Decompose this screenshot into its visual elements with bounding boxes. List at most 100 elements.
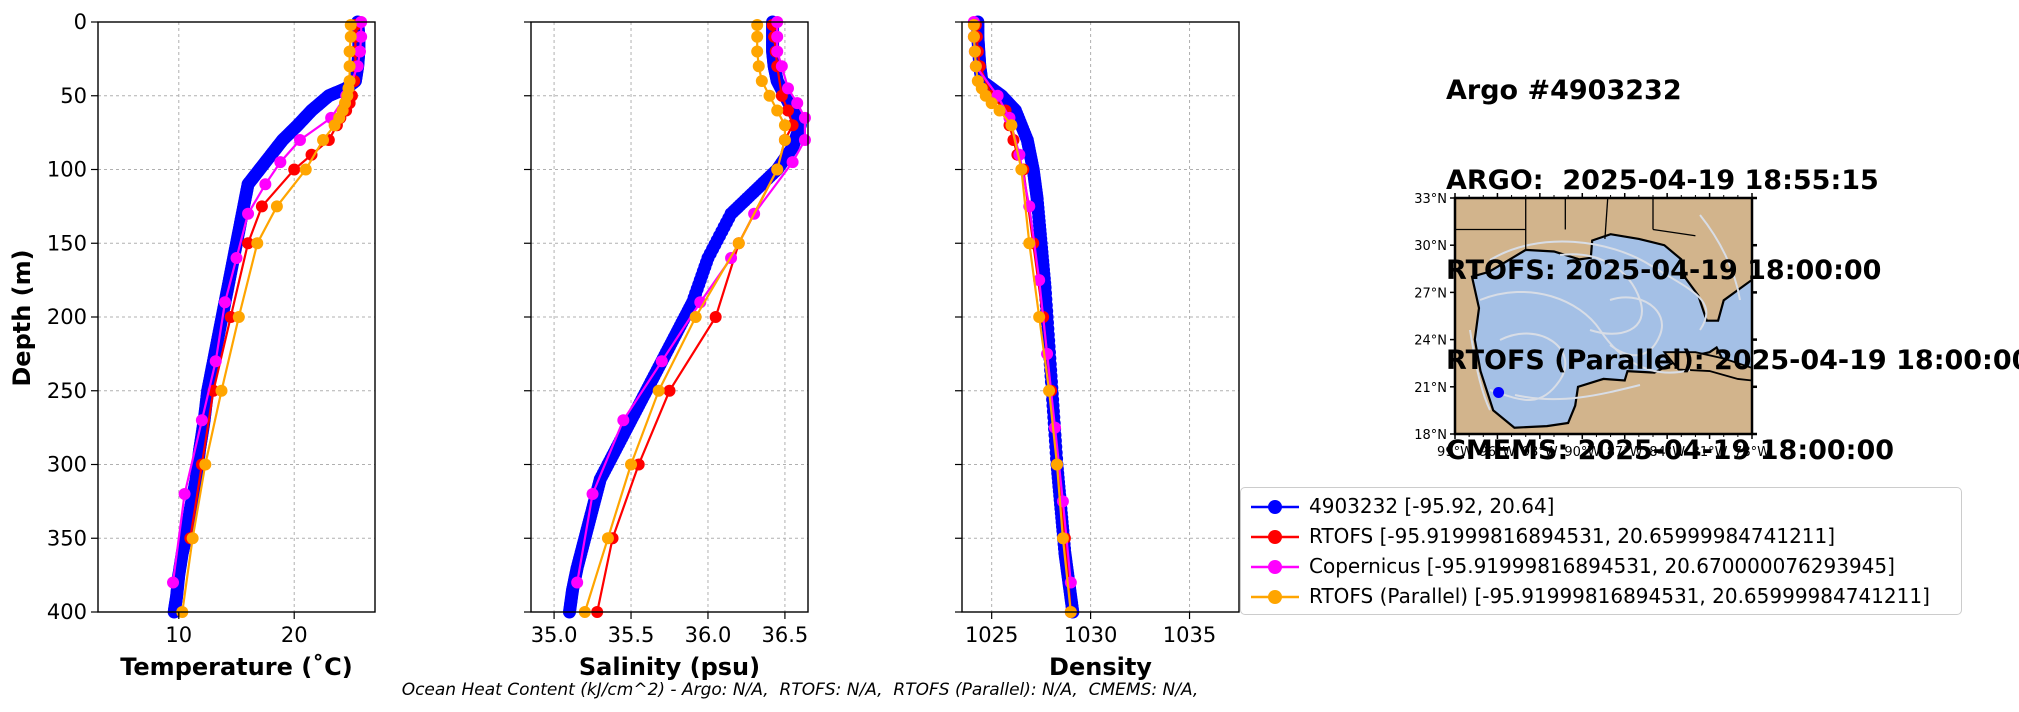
- data-point: [571, 576, 584, 589]
- data-point: [1048, 421, 1061, 434]
- data-point: [242, 237, 255, 250]
- data-point: [178, 488, 191, 500]
- series-temperature-rtofs: [176, 18, 357, 618]
- lat-tick-label: 27°N: [1414, 286, 1447, 301]
- data-point: [299, 163, 312, 176]
- data-point: [601, 532, 614, 545]
- data-point: [778, 119, 791, 132]
- lat-tick-label: 30°N: [1414, 239, 1447, 254]
- x-tick-label: 1025: [965, 623, 1018, 647]
- data-point: [751, 45, 764, 58]
- series-line: [583, 24, 786, 613]
- data-point: [968, 45, 981, 58]
- data-point: [771, 30, 784, 43]
- legend-swatch-rtofs-parallel: [1251, 590, 1299, 604]
- salinity-axis-label: Salinity (psu): [579, 653, 760, 681]
- data-point: [274, 156, 287, 169]
- x-tick-label: 10: [165, 623, 192, 647]
- data-point: [771, 45, 784, 58]
- current-streamline: [1699, 214, 1741, 301]
- series-density-rtofs: [967, 18, 1077, 618]
- state-border: [1652, 228, 1696, 237]
- title-line-rtofs-time: RTOFS: 2025-04-19 18:00:00: [1446, 255, 1882, 286]
- data-point: [353, 45, 366, 58]
- y-tick-label: 200: [47, 305, 87, 329]
- data-point: [186, 532, 199, 545]
- data-point: [195, 414, 208, 427]
- map-area: [1455, 198, 1752, 434]
- x-tick-label: 1035: [1163, 623, 1216, 647]
- y-tick-label: 350: [47, 526, 87, 550]
- data-point: [985, 97, 998, 110]
- data-point: [751, 18, 764, 31]
- data-point: [230, 252, 243, 264]
- data-point: [1043, 384, 1056, 397]
- legend-swatch-rtofs: [1251, 530, 1299, 544]
- data-point: [1056, 532, 1069, 545]
- data-point: [755, 75, 768, 87]
- lat-tick-label: 33°N: [1414, 192, 1447, 207]
- lat-tick-label: 18°N: [1414, 428, 1447, 443]
- data-point: [689, 311, 702, 323]
- data-point: [1033, 274, 1046, 287]
- legend-entry-copernicus: Copernicus [-95.91999816894531, 20.67000…: [1241, 552, 1961, 582]
- y-tick-label: 50: [60, 84, 87, 108]
- data-point: [288, 163, 301, 176]
- data-point: [732, 237, 745, 250]
- y-tick-label: 250: [47, 379, 87, 403]
- lon-tick-label: 99°W: [1437, 445, 1473, 460]
- y-tick-label: 100: [47, 158, 87, 182]
- x-tick-label: 36.5: [762, 623, 809, 647]
- legend-entry-rtofs: RTOFS [-95.91999816894531, 20.6599998474…: [1241, 522, 1961, 552]
- data-point: [232, 311, 245, 323]
- data-point: [344, 18, 357, 31]
- legend-label-rtofs-parallel: RTOFS (Parallel) [-95.91999816894531, 20…: [1309, 584, 1930, 608]
- data-point: [771, 104, 784, 117]
- float-location-marker: [1493, 386, 1505, 398]
- data-point: [215, 384, 228, 397]
- data-point: [655, 355, 668, 368]
- data-point: [969, 60, 982, 73]
- x-tick-label: 35.5: [608, 623, 655, 647]
- lat-tick-label: 24°N: [1414, 334, 1447, 349]
- legend: 4903232 [-95.92, 20.64] RTOFS [-95.91999…: [1240, 487, 1962, 615]
- data-point: [786, 156, 799, 169]
- density-panel: 1025 1030 1035 Density: [955, 15, 1240, 681]
- data-point: [1033, 311, 1046, 323]
- data-point: [305, 148, 318, 161]
- figure-title: Argo #4903232 ARGO: 2025-04-19 18:55:15 …: [1446, 16, 2019, 496]
- location-map: 33°N 30°N 27°N 24°N 21°N 18°N 99°W 96°W 93°W 90°W…: [1414, 192, 1770, 460]
- depth-axis-label: Depth (m): [8, 249, 36, 386]
- x-tick-label: 1030: [1064, 623, 1117, 647]
- title-line-argo-time: ARGO: 2025-04-19 18:55:15: [1446, 165, 1879, 196]
- x-tick-label: 20: [281, 623, 308, 647]
- legend-swatch-copernicus: [1251, 560, 1299, 574]
- map-frame: [1453, 196, 1754, 436]
- legend-swatch-argo: [1251, 500, 1299, 514]
- data-point: [199, 458, 212, 471]
- temperature-panel: 10 20050100150200250300350400Temperature …: [47, 10, 376, 681]
- y-tick-label: 300: [47, 453, 87, 477]
- title-line-rtofs-parallel-time: RTOFS (Parallel): 2025-04-19 18:00:00: [1446, 345, 2019, 376]
- lon-tick-label: 87°W: [1607, 445, 1643, 460]
- data-point: [344, 30, 357, 43]
- data-point: [270, 200, 283, 213]
- data-point: [328, 119, 341, 132]
- legend-label-copernicus: Copernicus [-95.91999816894531, 20.67000…: [1309, 554, 1895, 578]
- density-axis-label: Density: [1049, 653, 1152, 681]
- data-point: [752, 60, 765, 73]
- data-point: [259, 178, 272, 191]
- data-point: [967, 30, 980, 43]
- lon-tick-label: 90°W: [1564, 445, 1600, 460]
- legend-label-argo: 4903232 [-95.92, 20.64]: [1309, 494, 1555, 518]
- data-point: [355, 30, 368, 43]
- current-streamline: [1469, 329, 1491, 411]
- data-point: [293, 134, 306, 146]
- data-point: [798, 111, 811, 124]
- lon-tick-label: 78°W: [1734, 445, 1770, 460]
- current-streamline: [1489, 332, 1567, 401]
- series-line: [171, 22, 363, 583]
- data-point: [1015, 163, 1028, 176]
- lat-tick-label: 21°N: [1414, 381, 1447, 396]
